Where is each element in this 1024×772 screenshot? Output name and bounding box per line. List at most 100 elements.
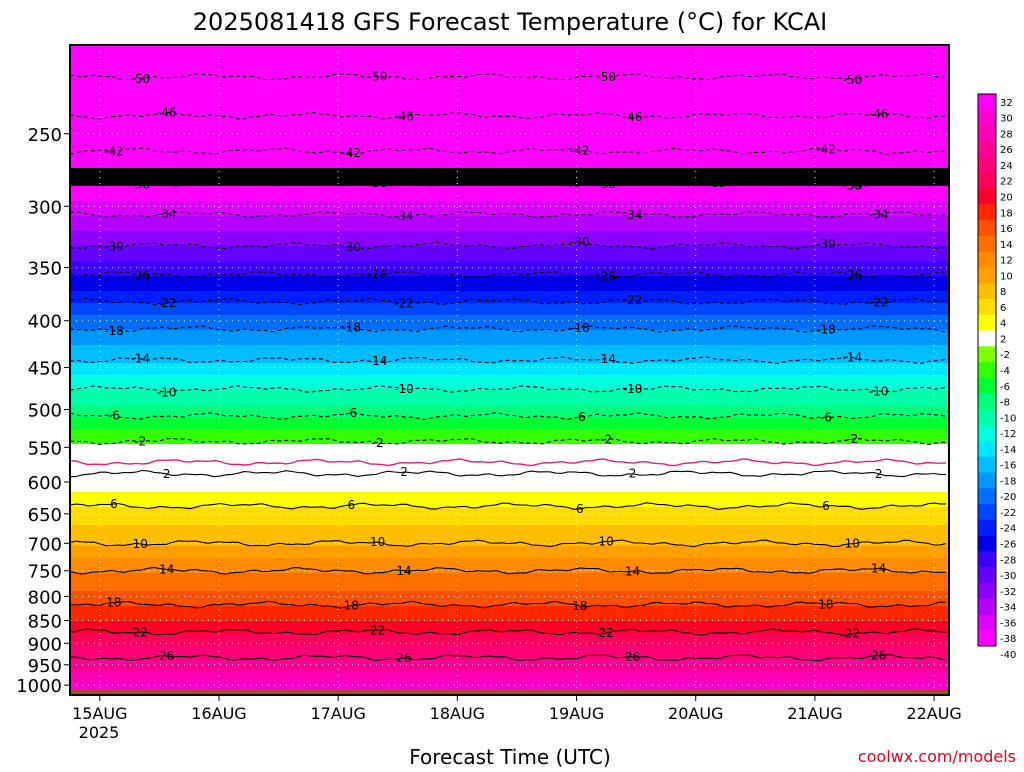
- colorbar-swatch: [978, 393, 996, 410]
- y-tick-label: 800: [28, 587, 62, 608]
- temperature-band: [70, 165, 949, 169]
- isotherm-label: -50: [843, 73, 863, 87]
- colorbar-label: -32: [1000, 587, 1016, 598]
- temperature-band: [70, 240, 949, 244]
- isotherm-label: 18: [818, 597, 833, 611]
- temperature-band: [70, 528, 949, 532]
- isotherm-label: -22: [623, 293, 643, 307]
- temperature-band: [70, 468, 949, 472]
- colorbar-label: 26: [1000, 145, 1013, 156]
- isotherm-label: -18: [570, 321, 590, 335]
- y-tick-label: 700: [28, 534, 62, 555]
- temperature-band: [70, 159, 949, 163]
- temperature-band: [70, 471, 949, 475]
- temperature-band: [70, 486, 949, 490]
- isotherm-line: [70, 502, 946, 510]
- temperature-band: [70, 72, 949, 76]
- isotherm-label: -26: [131, 268, 151, 282]
- temperature-band: [70, 408, 949, 412]
- colorbar-swatch: [978, 267, 996, 284]
- isotherm-label: -14: [131, 352, 151, 366]
- temperature-band: [70, 375, 949, 379]
- isotherm-label: -34: [157, 207, 177, 221]
- isotherm-label: -10: [623, 382, 643, 396]
- temperature-band: [70, 519, 949, 523]
- isotherm-label: 10: [370, 535, 385, 549]
- x-tick-label: 17AUG: [310, 704, 365, 723]
- isotherm-label: -6: [345, 406, 357, 420]
- temperature-band: [70, 618, 949, 622]
- colorbar-swatch: [978, 409, 996, 426]
- isotherm-label: 26: [871, 649, 886, 663]
- temperature-band: [70, 288, 949, 292]
- temperature-band: [70, 63, 949, 67]
- isotherm-label: 26: [625, 650, 640, 664]
- temperature-band: [70, 663, 949, 667]
- isotherm-label: -34: [869, 208, 889, 222]
- temperature-band: [70, 444, 949, 448]
- temperature-band: [70, 201, 949, 205]
- temperature-band: [70, 537, 949, 541]
- temperature-band: [70, 132, 949, 136]
- temperature-band: [70, 111, 949, 115]
- temperature-band: [70, 507, 949, 511]
- colorbar-label: -6: [1000, 382, 1010, 393]
- temperature-band: [70, 234, 949, 238]
- temperature-band: [70, 615, 949, 619]
- temperature-band: [70, 357, 949, 361]
- isotherm-label: -2: [600, 433, 612, 447]
- isotherm-label: 2: [163, 467, 171, 481]
- y-tick-label: 650: [28, 505, 62, 526]
- colorbar-label: 22: [1000, 177, 1013, 188]
- temperature-band: [70, 90, 949, 94]
- isotherm-line: [70, 600, 947, 609]
- temperature-band: [70, 450, 949, 454]
- temperature-band: [70, 621, 949, 625]
- isotherm-label: 6: [110, 497, 118, 511]
- temperature-band: [70, 312, 949, 316]
- temperature-band: [70, 147, 949, 151]
- isotherm-line: [70, 628, 947, 636]
- isotherm-line: [70, 179, 947, 188]
- temperature-band: [70, 501, 949, 505]
- colorbar-label: -10: [1000, 413, 1016, 424]
- temperature-band: [70, 117, 949, 121]
- temperature-band: [70, 180, 949, 184]
- colorbar-swatch: [978, 346, 996, 363]
- temperature-band: [70, 609, 949, 613]
- temperature-band: [70, 576, 949, 580]
- temperature-band: [70, 423, 949, 427]
- isotherm-label: 22: [370, 623, 385, 637]
- isotherm-label: -46: [623, 110, 643, 124]
- colorbar-label: -20: [1000, 492, 1016, 503]
- temperature-band: [70, 261, 949, 265]
- isotherm-line: [70, 469, 947, 478]
- temperature-band: [70, 183, 949, 187]
- colorbar-label: 10: [1000, 271, 1013, 282]
- temperature-band: [70, 75, 949, 79]
- isotherm-label: -22: [394, 296, 414, 310]
- x-tick-label: 21AUG: [787, 704, 842, 723]
- temperature-band: [70, 315, 949, 319]
- y-tick-label: 750: [28, 562, 62, 583]
- colorbar-label: -18: [1000, 476, 1016, 487]
- colorbar-swatch: [978, 551, 996, 568]
- temperature-band: [70, 441, 949, 445]
- temperature-band: [70, 525, 949, 529]
- isotherm-label: 26: [159, 649, 174, 663]
- isotherm-label: 14: [625, 564, 640, 578]
- isotherm-label: -14: [843, 350, 863, 364]
- colorbar-label: 32: [1000, 98, 1013, 109]
- temperature-band: [70, 648, 949, 652]
- temperature-band: [70, 243, 949, 247]
- temperature-band: [70, 642, 949, 646]
- colorbar-label: -38: [1000, 634, 1016, 645]
- temperature-band: [70, 108, 949, 112]
- isotherm-label: -22: [869, 296, 889, 310]
- isotherm-label: 10: [845, 537, 860, 551]
- colorbar-label: 14: [1000, 240, 1013, 251]
- temperature-band: [70, 156, 949, 160]
- colorbar-swatch: [978, 377, 996, 394]
- colorbar-label: 24: [1000, 161, 1013, 172]
- y-tick-label: 400: [28, 312, 62, 333]
